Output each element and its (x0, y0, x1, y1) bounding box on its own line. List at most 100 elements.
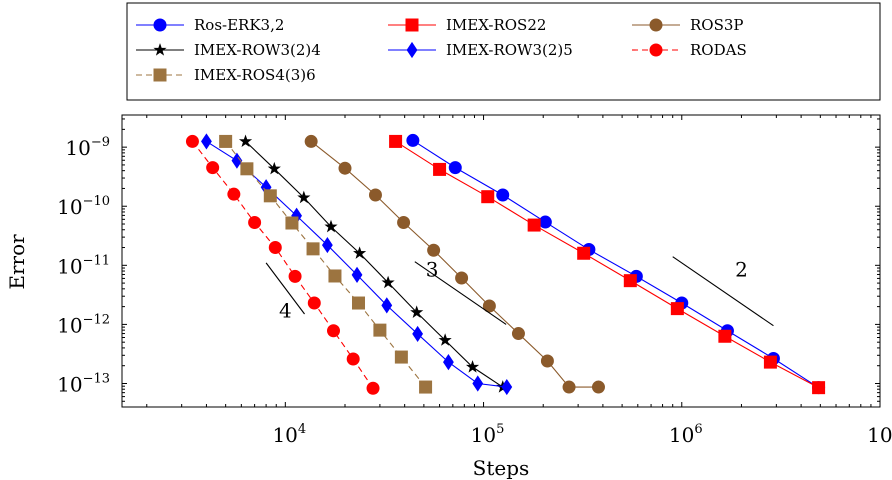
data-point (353, 246, 367, 259)
axis-ticks: 104 105 106 107 10−13 10−12 10−11 10−10 10−9 (57, 115, 892, 447)
data-point (351, 266, 363, 283)
legend-item: IMEX-ROW3(2)5 (388, 41, 573, 59)
data-point (328, 269, 342, 283)
data-point (438, 333, 452, 346)
legend-item: Ros-ERK3,2 (136, 16, 284, 34)
data-point (238, 134, 253, 148)
series-2 (304, 134, 605, 394)
data-point (410, 305, 424, 318)
legend-label: RODAS (690, 41, 747, 59)
data-point (285, 216, 299, 230)
series-0 (406, 133, 826, 395)
legend-marker (153, 68, 167, 82)
data-point (433, 162, 447, 176)
series-3 (238, 134, 510, 393)
legend: Ros-ERK3,2 IMEX-ROS22 ROS3P IMEX-ROW3(2)4 IM… (136, 16, 747, 84)
y-tick-label: 10−13 (57, 371, 110, 396)
data-point (240, 162, 254, 176)
data-point (481, 190, 495, 204)
data-point (373, 323, 387, 337)
slope-guide-line (672, 256, 774, 327)
legend-item: IMEX-ROS22 (388, 16, 546, 34)
legend-box (126, 2, 881, 101)
data-point (406, 133, 420, 147)
legend-label: IMEX-ROW3(2)4 (194, 41, 321, 59)
data-point (324, 219, 338, 233)
legend-marker (406, 41, 418, 59)
series-line (245, 141, 504, 388)
data-point (623, 274, 637, 288)
legend-item: IMEX-ROW3(2)4 (136, 41, 321, 59)
series-line (225, 141, 427, 388)
data-point (501, 378, 513, 396)
data-point (591, 380, 605, 394)
legend-label: ROS3P (690, 16, 744, 34)
data-point (227, 187, 241, 201)
data-point (562, 380, 576, 394)
data-point (206, 161, 220, 175)
series-5 (185, 134, 380, 395)
data-point (443, 354, 454, 371)
data-point (496, 188, 510, 202)
data-point (540, 354, 554, 368)
slope-guide-line (265, 262, 305, 315)
series-line (192, 141, 374, 389)
data-point (346, 352, 360, 366)
y-tick-label: 10−9 (65, 135, 110, 160)
data-point (185, 134, 199, 148)
data-point (527, 218, 541, 232)
slope-guide-line (414, 261, 507, 325)
data-point (306, 242, 320, 256)
series-line (412, 139, 819, 389)
data-point (267, 161, 281, 175)
slope-guides: 4 3 2 (265, 256, 774, 327)
legend-label: Ros-ERK3,2 (194, 16, 284, 34)
data-point (368, 188, 382, 202)
data-point (538, 215, 552, 229)
data-point (670, 302, 684, 316)
data-point (297, 190, 311, 204)
data-point (397, 216, 411, 230)
data-point (482, 299, 496, 313)
x-axis-label: Steps (473, 456, 530, 480)
data-point (577, 246, 591, 260)
data-point (219, 134, 233, 148)
x-tick-label: 105 (471, 422, 505, 447)
data-point (448, 161, 462, 175)
data-point (352, 296, 366, 310)
y-tick-label: 10−11 (57, 253, 110, 278)
data-point (366, 381, 380, 395)
legend-marker (153, 18, 167, 32)
data-point (268, 241, 282, 255)
series-layer (185, 133, 826, 396)
data-point (381, 275, 395, 289)
data-point (381, 297, 393, 314)
x-tick-label: 104 (272, 422, 306, 447)
legend-item: IMEX-ROS4(3)6 (136, 66, 316, 84)
legend-marker (649, 18, 663, 32)
data-point (455, 271, 469, 285)
data-point (201, 133, 212, 150)
data-point (338, 161, 352, 175)
data-point (231, 152, 243, 169)
data-point (307, 296, 321, 310)
legend-item: ROS3P (632, 16, 744, 34)
series-6 (219, 134, 433, 394)
legend-marker (649, 43, 663, 57)
data-point (263, 189, 277, 203)
data-point (718, 329, 732, 343)
data-point (465, 360, 480, 373)
series-1 (389, 134, 826, 395)
data-point (763, 355, 777, 369)
legend-marker (405, 18, 419, 32)
data-point (389, 134, 403, 148)
legend-item: RODAS (632, 41, 747, 59)
y-axis-label: Error (5, 234, 29, 290)
data-point (288, 269, 302, 283)
slope-guide-label: 3 (426, 257, 439, 281)
data-point (248, 216, 262, 230)
legend-label: IMEX-ROS4(3)6 (194, 66, 316, 84)
x-tick-label: 107 (867, 422, 892, 447)
y-tick-label: 10−12 (57, 312, 110, 337)
